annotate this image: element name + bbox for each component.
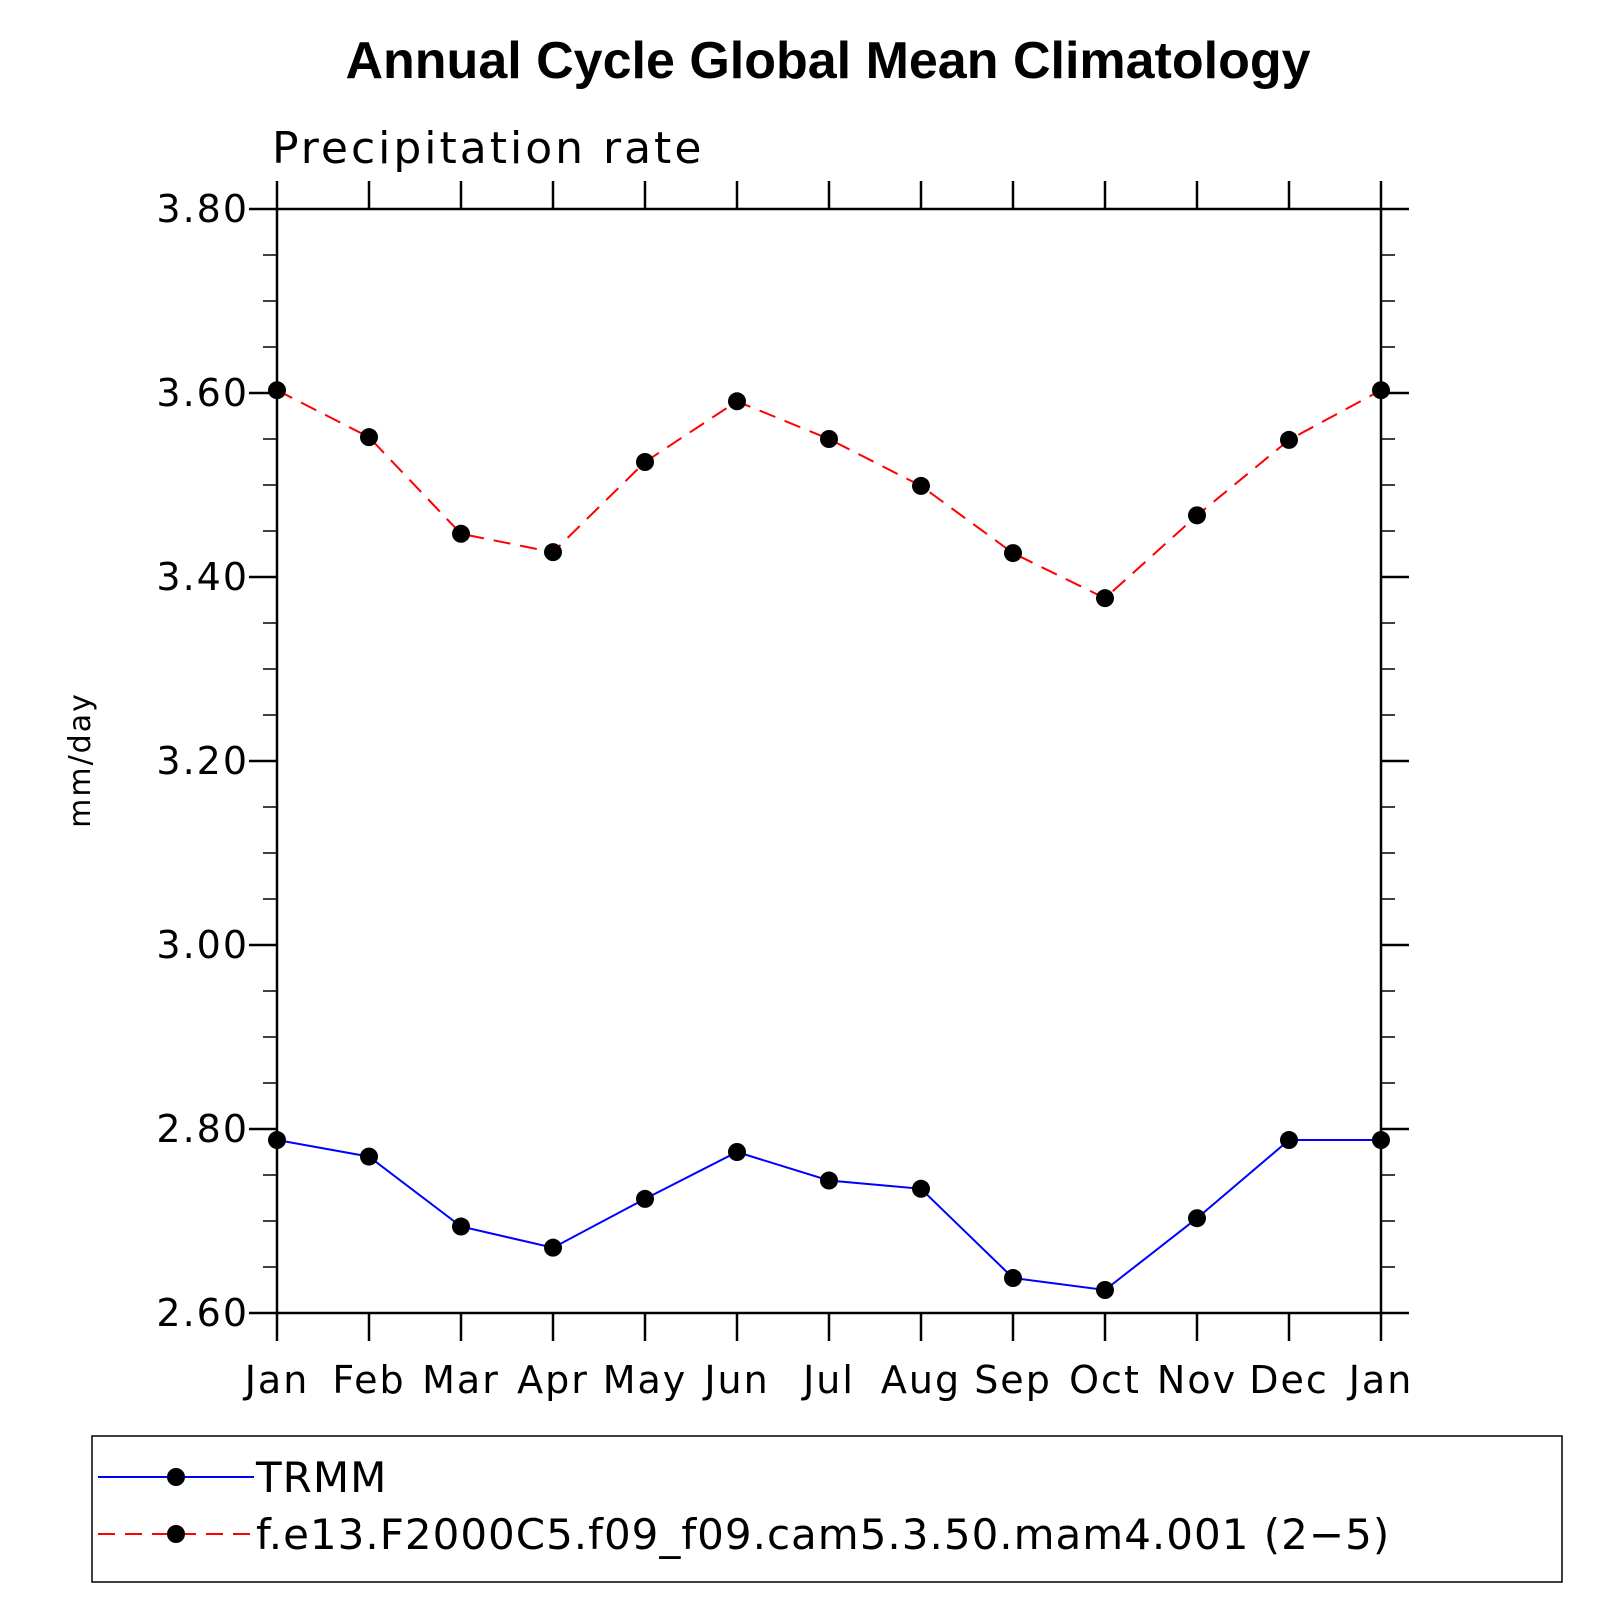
y-tick-label: 2.80 (156, 1107, 249, 1151)
chart-subtitle: Precipitation rate (272, 123, 704, 174)
y-tick-label: 3.60 (156, 371, 249, 415)
series-1-point (1372, 381, 1390, 400)
series-0-point (636, 1189, 654, 1208)
plot-area: 2.60 2.80 3.00 3.20 3.40 3.60 3.80 Jan Feb Mar Apr… (156, 181, 1414, 1402)
series-0-point (1096, 1281, 1114, 1299)
series-1-point (636, 453, 654, 471)
series-1-point (1096, 589, 1114, 608)
x-tick-label: Jan (243, 1358, 310, 1402)
x-tick-label: Jun (702, 1358, 769, 1402)
x-tick-label: Mar (422, 1358, 500, 1402)
chart-title: Annual Cycle Global Mean Climatology (345, 32, 1310, 90)
legend-label-trmm: TRMM (255, 1453, 387, 1502)
x-tick-label: Sep (974, 1358, 1052, 1402)
x-tick-label: Nov (1157, 1358, 1237, 1402)
series-0-point (360, 1147, 378, 1166)
series-1-point (360, 428, 378, 447)
y-tick-label: 2.60 (156, 1291, 249, 1335)
y-tick-label: 3.00 (156, 923, 249, 967)
y-tick-label: 3.40 (156, 555, 249, 599)
series-1-point (912, 476, 930, 495)
series-0-point (544, 1238, 562, 1257)
series-0-point (1372, 1131, 1390, 1150)
y-tick-label: 3.80 (156, 187, 249, 231)
y-tick-label: 3.20 (156, 739, 249, 783)
x-tick-label: May (603, 1358, 688, 1402)
series-0-point (452, 1217, 470, 1236)
series-0-point (1280, 1131, 1298, 1150)
legend: TRMM f.e13.F2000C5.f09_f09.cam5.3.50.mam… (91, 1435, 1563, 1583)
plot-frame (275, 207, 1383, 1315)
y-axis-label: mm/day (63, 692, 98, 828)
x-tick-label: Apr (517, 1358, 589, 1402)
legend-box (91, 1435, 1563, 1583)
series-0-point (268, 1131, 286, 1150)
x-tick-label: Dec (1249, 1358, 1329, 1402)
series-1-point (1188, 506, 1206, 525)
series-0-point (728, 1143, 746, 1161)
series-0-point (1004, 1269, 1022, 1288)
x-tick-label: Aug (881, 1358, 961, 1402)
x-tick-label: Jan (1347, 1358, 1414, 1402)
series-1-point (1004, 544, 1022, 563)
x-tick-label: Feb (332, 1358, 405, 1402)
series-1-point (544, 543, 562, 562)
series-1-point (1280, 430, 1298, 449)
series-1-point (820, 430, 838, 448)
x-tick-label: Jul (801, 1358, 855, 1402)
series-0-point (820, 1171, 838, 1190)
series-1-point (452, 524, 470, 543)
series-1-point (268, 381, 286, 400)
series-line-1 (276, 389, 1382, 600)
series-0-point (1188, 1209, 1206, 1228)
series-0-point (912, 1179, 930, 1198)
legend-marker-trmm (167, 1468, 185, 1486)
legend-label-model: f.e13.F2000C5.f09_f09.cam5.3.50.mam4.001… (256, 1510, 1390, 1559)
x-tick-label: Oct (1069, 1358, 1141, 1402)
series-1-point (728, 392, 746, 411)
series-line-0 (276, 1139, 1381, 1292)
legend-marker-model (167, 1525, 185, 1543)
